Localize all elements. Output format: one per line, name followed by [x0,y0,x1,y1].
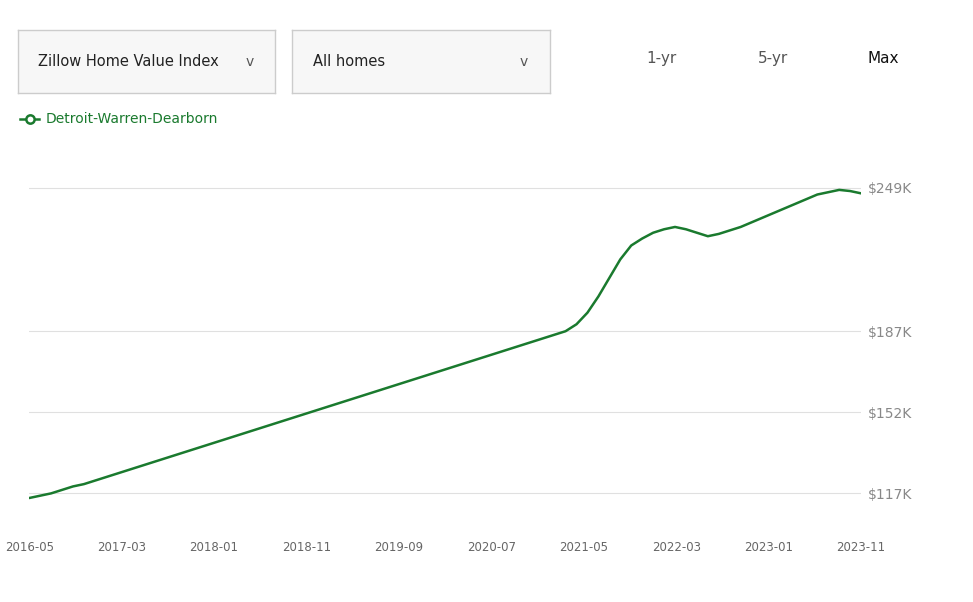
Text: v: v [245,55,254,69]
Text: Detroit-Warren-Dearborn: Detroit-Warren-Dearborn [46,112,218,126]
Text: 5-yr: 5-yr [757,51,788,66]
Text: v: v [520,55,528,69]
Text: Max: Max [868,51,899,66]
Text: 1-yr: 1-yr [646,51,677,66]
Text: Zillow Home Value Index: Zillow Home Value Index [38,54,219,69]
Text: All homes: All homes [312,54,384,69]
